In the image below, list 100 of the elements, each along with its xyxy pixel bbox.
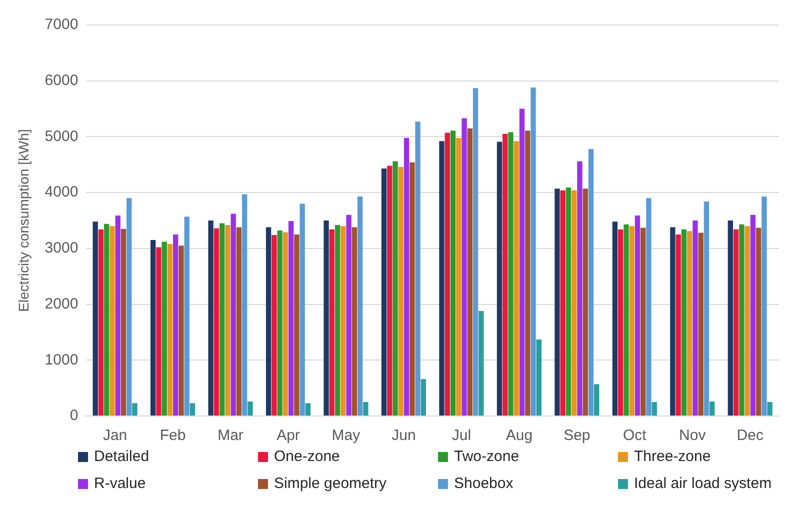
legend-label: Simple geometry xyxy=(274,475,387,492)
bar xyxy=(300,204,305,416)
bar xyxy=(225,224,230,416)
bar xyxy=(132,403,138,416)
bar xyxy=(686,231,692,416)
bar xyxy=(508,132,514,416)
bar xyxy=(126,198,132,416)
bar xyxy=(120,228,126,416)
bar xyxy=(530,88,536,416)
bar xyxy=(478,310,484,416)
bar xyxy=(536,339,542,416)
bar xyxy=(230,214,236,416)
bar xyxy=(756,228,762,416)
bar xyxy=(496,142,502,416)
x-tick-label: Oct xyxy=(622,427,648,444)
x-tick-label: Sep xyxy=(564,427,590,444)
bar xyxy=(392,161,398,416)
legend-label: R-value xyxy=(94,475,146,492)
bar xyxy=(410,162,415,416)
legend-label: One-zone xyxy=(274,448,340,465)
bar xyxy=(588,149,594,416)
bar xyxy=(104,224,110,416)
bar xyxy=(110,226,115,416)
bar xyxy=(167,244,173,416)
bar xyxy=(519,108,525,416)
x-tick-label: Mar xyxy=(218,427,244,444)
bar xyxy=(450,130,456,416)
bar xyxy=(618,229,624,416)
bar xyxy=(640,228,646,416)
bar xyxy=(704,202,710,416)
bar xyxy=(692,220,698,416)
bar xyxy=(346,214,352,416)
bar xyxy=(248,401,253,416)
bar xyxy=(404,138,410,416)
bar xyxy=(282,232,288,416)
bar xyxy=(162,242,167,416)
x-tick-label: Dec xyxy=(736,427,764,444)
bar xyxy=(594,384,600,416)
y-tick-label: 2000 xyxy=(44,295,78,312)
bar xyxy=(178,246,184,416)
bar xyxy=(676,234,681,416)
bar xyxy=(277,230,282,416)
y-tick-label: 0 xyxy=(70,407,78,424)
legend-label: Detailed xyxy=(94,448,150,465)
bar xyxy=(190,403,196,416)
bar xyxy=(744,226,750,416)
bar xyxy=(324,220,329,416)
bar xyxy=(150,240,156,416)
bar xyxy=(387,166,392,416)
bar xyxy=(502,134,508,416)
bar xyxy=(363,402,368,416)
bar xyxy=(381,168,387,416)
x-tick-label: Apr xyxy=(276,427,300,444)
bar xyxy=(698,232,704,416)
bar xyxy=(652,402,657,416)
bar xyxy=(444,132,450,416)
bar xyxy=(272,235,277,416)
x-tick-label: Feb xyxy=(160,427,186,444)
legend-label: Shoebox xyxy=(454,475,514,492)
bar xyxy=(762,196,767,416)
bar xyxy=(525,130,530,416)
bar xyxy=(681,229,687,416)
legend-label: Ideal air load system xyxy=(634,475,772,492)
bar xyxy=(629,226,634,416)
bar xyxy=(624,224,629,416)
bar xyxy=(340,226,346,416)
bar xyxy=(572,190,577,416)
y-tick-label: 5000 xyxy=(44,128,78,145)
bar xyxy=(398,166,404,416)
bar xyxy=(612,222,618,416)
bar xyxy=(92,222,98,416)
bar xyxy=(646,198,652,416)
bar xyxy=(739,224,744,416)
bar xyxy=(334,224,340,416)
bar xyxy=(634,215,640,416)
y-axis-title: Electricity consumption [kWh] xyxy=(15,129,32,312)
bar xyxy=(156,247,162,416)
bar xyxy=(415,122,420,416)
x-tick-label: May xyxy=(332,427,361,444)
bar xyxy=(750,214,756,416)
bar xyxy=(184,216,190,416)
legend-label: Two-zone xyxy=(454,448,520,465)
bar xyxy=(710,401,715,416)
x-tick-label: Nov xyxy=(679,427,706,444)
bar xyxy=(554,188,560,416)
bar xyxy=(767,402,772,416)
bar xyxy=(560,190,566,416)
bar xyxy=(357,196,363,416)
bar xyxy=(670,227,676,416)
bar xyxy=(242,194,248,416)
bar xyxy=(329,229,334,416)
bar xyxy=(208,220,214,416)
y-tick-label: 3000 xyxy=(44,240,78,257)
bar xyxy=(566,188,572,416)
bar xyxy=(514,141,519,416)
bar xyxy=(305,403,311,416)
bar xyxy=(266,227,272,416)
bar xyxy=(472,88,478,416)
bar xyxy=(439,141,444,416)
y-tick-label: 6000 xyxy=(44,72,78,89)
